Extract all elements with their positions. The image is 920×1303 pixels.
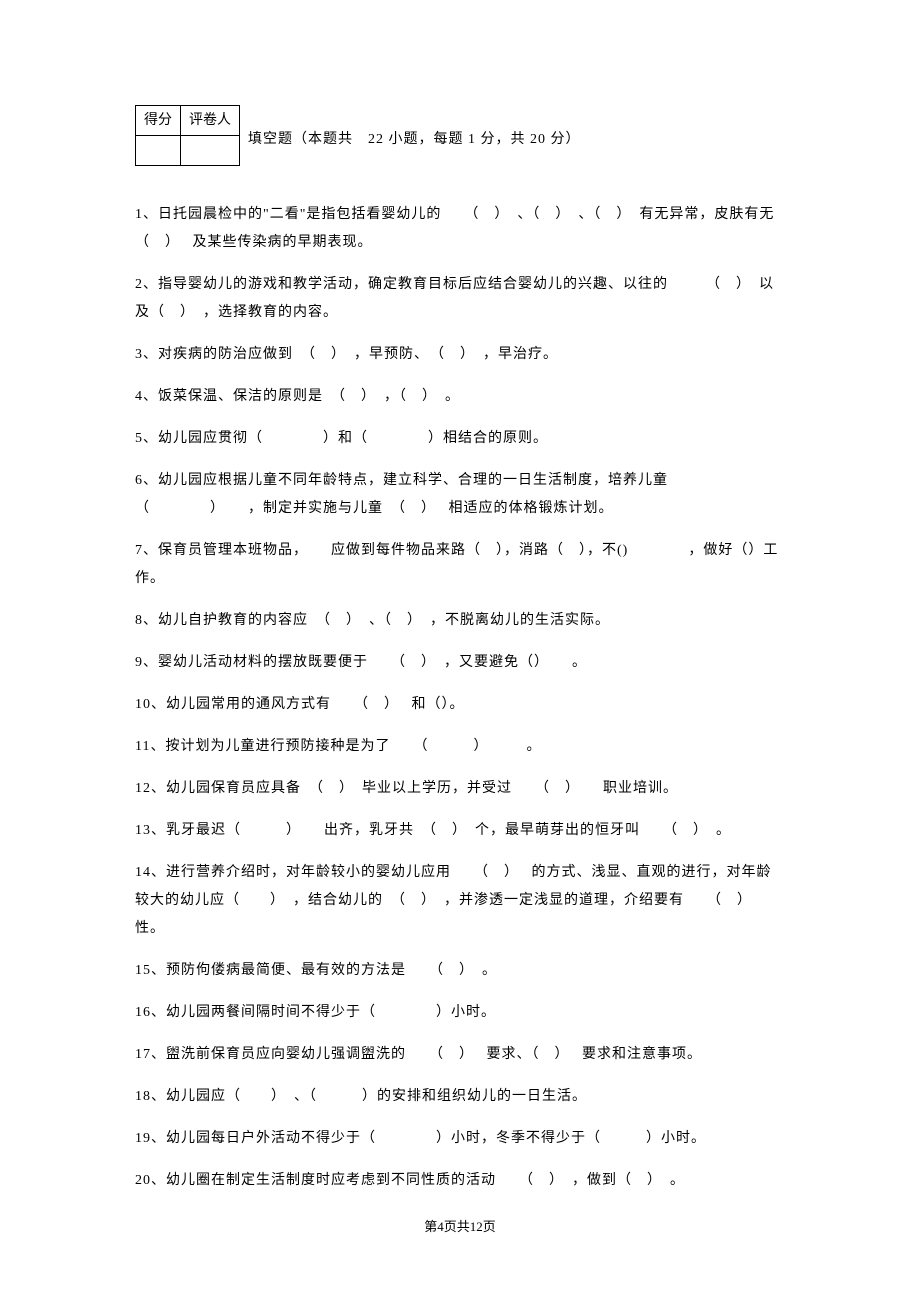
question-2: 2、指导婴幼儿的游戏和教学活动，确定教育目标后应结合婴幼儿的兴趣、以往的 （ ）… xyxy=(135,271,785,327)
page-footer: 第4页共12页 xyxy=(135,1215,785,1238)
question-10: 10、幼儿园常用的通风方式有 （ ） 和（）。 xyxy=(135,691,785,719)
question-9: 9、婴幼儿活动材料的摆放既要便于 （ ） ，又要避免（） 。 xyxy=(135,649,785,677)
question-17: 17、盥洗前保育员应向婴幼儿强调盥洗的 （ ） 要求、（ ） 要求和注意事项。 xyxy=(135,1041,785,1069)
question-8: 8、幼儿自护教育的内容应 （ ） 、（ ） ，不脱离幼儿的生活实际。 xyxy=(135,607,785,635)
question-12: 12、幼儿园保育员应具备 （ ） 毕业以上学历，并受过 （ ） 职业培训。 xyxy=(135,775,785,803)
reviewer-value-cell xyxy=(181,136,240,166)
questions-container: 1、日托园晨检中的"二看"是指包括看婴幼儿的 （ ） 、（ ） 、（ ） 有无异… xyxy=(135,201,785,1195)
question-11: 11、按计划为儿童进行预防接种是为了 （ ） 。 xyxy=(135,733,785,761)
question-20: 20、幼儿圈在制定生活制度时应考虑到不同性质的活动 （ ） ，做到（ ） 。 xyxy=(135,1167,785,1195)
section-header: 得分 评卷人 填空题（本题共 22 小题，每题 1 分，共 20 分） xyxy=(135,105,785,166)
section-title: 填空题（本题共 22 小题，每题 1 分，共 20 分） xyxy=(248,105,581,152)
question-15: 15、预防佝偻病最简便、最有效的方法是 （ ） 。 xyxy=(135,957,785,985)
question-14: 14、进行营养介绍时，对年龄较小的婴幼儿应用 （ ） 的方式、浅显、直观的进行，… xyxy=(135,859,785,943)
question-3: 3、对疾病的防治应做到 （ ） ，早预防、 （ ） ，早治疗。 xyxy=(135,341,785,369)
question-6: 6、幼儿园应根据儿童不同年龄特点，建立科学、合理的一日生活制度，培养儿童（ ） … xyxy=(135,467,785,523)
question-13: 13、乳牙最迟（ ） 出齐，乳牙共 （ ） 个，最早萌芽出的恒牙叫 （ ） 。 xyxy=(135,817,785,845)
question-7: 7、保育员管理本班物品， 应做到每件物品来路（ ），消路（ ），不() ，做好（… xyxy=(135,537,785,593)
question-19: 19、幼儿园每日户外活动不得少于（ ）小时，冬季不得少于（ ）小时。 xyxy=(135,1125,785,1153)
question-4: 4、饭菜保温、保洁的原则是 （ ） ，（ ） 。 xyxy=(135,383,785,411)
question-1: 1、日托园晨检中的"二看"是指包括看婴幼儿的 （ ） 、（ ） 、（ ） 有无异… xyxy=(135,201,785,257)
question-5: 5、幼儿园应贯彻（ ）和（ ）相结合的原则。 xyxy=(135,425,785,453)
reviewer-header-cell: 评卷人 xyxy=(181,106,240,136)
question-18: 18、幼儿园应（ ） 、（ ）的安排和组织幼儿的一日生活。 xyxy=(135,1083,785,1111)
score-table: 得分 评卷人 xyxy=(135,105,240,166)
score-header-cell: 得分 xyxy=(136,106,181,136)
score-value-cell xyxy=(136,136,181,166)
question-16: 16、幼儿园两餐间隔时间不得少于（ ）小时。 xyxy=(135,999,785,1027)
